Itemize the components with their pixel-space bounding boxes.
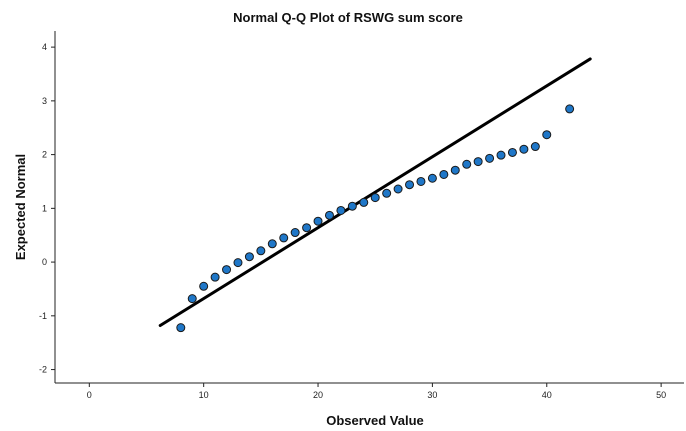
data-point xyxy=(519,144,529,154)
x-tick-label: 50 xyxy=(656,390,666,400)
y-tick-label: -2 xyxy=(39,365,47,375)
data-point xyxy=(199,281,209,291)
y-tick-label: 4 xyxy=(42,42,47,52)
data-point xyxy=(450,165,460,175)
data-point xyxy=(336,205,346,215)
data-point xyxy=(313,216,323,226)
data-point xyxy=(290,228,300,238)
x-tick-label: 30 xyxy=(427,390,437,400)
data-point xyxy=(176,323,186,333)
y-tick-label: 2 xyxy=(42,150,47,160)
y-tick-label: 0 xyxy=(42,257,47,267)
data-point xyxy=(485,153,495,163)
data-point xyxy=(496,150,506,160)
x-tick-label: 20 xyxy=(313,390,323,400)
data-point xyxy=(244,252,254,262)
y-tick-label: 3 xyxy=(42,96,47,106)
data-point xyxy=(256,246,266,256)
data-point xyxy=(565,104,575,114)
chart-title: Normal Q-Q Plot of RSWG sum score xyxy=(233,10,463,25)
data-point xyxy=(267,239,277,249)
x-axis-label: Observed Value xyxy=(326,413,424,428)
x-axis-ticks: 0 10 20 30 40 50 xyxy=(87,383,666,400)
data-point xyxy=(370,193,380,203)
y-tick-label: 1 xyxy=(42,203,47,213)
reference-line xyxy=(158,57,592,327)
data-point xyxy=(416,176,426,186)
data-point xyxy=(530,142,540,152)
data-point xyxy=(233,258,243,268)
data-point xyxy=(393,184,403,194)
data-point xyxy=(462,159,472,169)
data-points xyxy=(176,104,575,333)
data-point xyxy=(382,188,392,198)
data-point xyxy=(473,157,483,167)
data-point xyxy=(347,201,357,211)
y-axis-label: Expected Normal xyxy=(13,154,28,260)
data-point xyxy=(279,233,289,243)
data-point xyxy=(405,180,415,190)
x-tick-label: 0 xyxy=(87,390,92,400)
data-point xyxy=(222,265,232,275)
data-point xyxy=(542,130,552,140)
data-point xyxy=(324,210,334,220)
data-point xyxy=(302,223,312,233)
axes xyxy=(54,31,684,384)
data-point xyxy=(210,272,220,282)
data-point xyxy=(187,294,197,304)
data-point xyxy=(359,197,369,207)
data-point xyxy=(507,147,517,157)
y-tick-label: -1 xyxy=(39,311,47,321)
data-point xyxy=(427,173,437,183)
data-point xyxy=(439,169,449,179)
x-tick-label: 40 xyxy=(542,390,552,400)
x-tick-label: 10 xyxy=(199,390,209,400)
y-axis-ticks: -2 -1 0 1 2 3 4 xyxy=(39,42,55,375)
